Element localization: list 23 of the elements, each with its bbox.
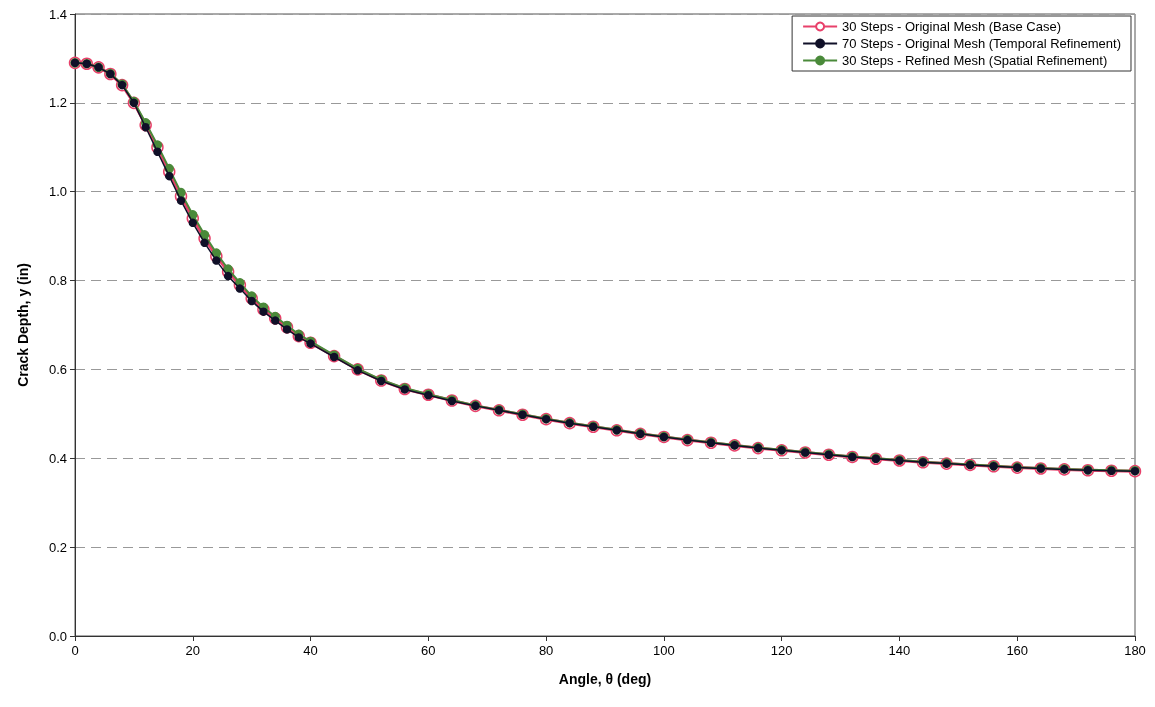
x-tick-label: 120	[770, 643, 793, 658]
y-tick-label: 0.6	[48, 361, 67, 377]
x-tick-label: 140	[888, 643, 911, 658]
legend-label: 70 Steps - Original Mesh (Temporal Refinement)	[842, 36, 1121, 51]
y-tick-label: 0.4	[48, 450, 67, 466]
x-tick-label: 80	[538, 643, 554, 658]
y-tick-label: 1.0	[48, 184, 67, 200]
legend-label: 30 Steps - Original Mesh (Base Case)	[842, 19, 1062, 34]
x-axis-title: Angle, θ (deg)	[558, 671, 652, 687]
x-tick-label: 60	[421, 643, 436, 658]
legend-label: 30 Steps - Refined Mesh (Spatial Refinement)	[842, 53, 1108, 68]
x-tick-label: 20	[185, 643, 201, 658]
y-axis-title: Crack Depth, y (in)	[15, 263, 31, 387]
y-tick-label: 0.0	[48, 628, 67, 644]
x-tick-label: 180	[1124, 643, 1146, 658]
x-tick-label: 0	[71, 643, 79, 658]
y-tick-label: 0.8	[48, 273, 67, 289]
x-tick-label: 100	[653, 643, 675, 658]
y-tick-label: 0.2	[48, 539, 67, 555]
y-tick-label: 1.4	[48, 6, 67, 22]
x-tick-label: 160	[1006, 643, 1029, 658]
x-tick-label: 40	[303, 643, 318, 658]
y-tick-label: 1.2	[48, 95, 67, 111]
